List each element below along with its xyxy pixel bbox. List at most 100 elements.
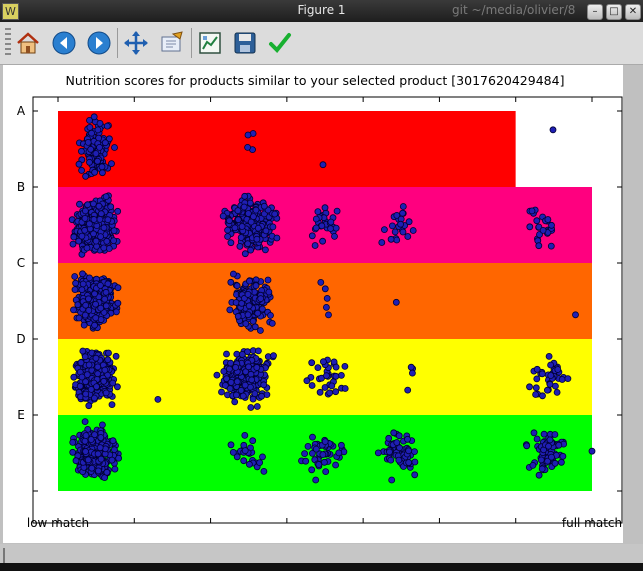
minimize-icon[interactable]: –: [587, 4, 603, 20]
data-point: [232, 391, 240, 399]
data-point: [102, 193, 110, 201]
data-point: [237, 386, 245, 394]
back-arrow-icon[interactable]: [50, 29, 78, 57]
data-point: [323, 294, 331, 302]
data-point: [393, 236, 401, 244]
data-point: [229, 270, 237, 278]
data-point: [393, 439, 401, 446]
data-point: [80, 321, 88, 329]
toolbar-grip[interactable]: [5, 28, 11, 58]
data-point: [92, 237, 100, 245]
data-point: [104, 356, 112, 364]
data-point: [105, 349, 112, 357]
y-tick-label: E: [17, 408, 25, 422]
data-point: [98, 163, 106, 171]
data-point: [246, 199, 254, 207]
data-point: [113, 308, 120, 316]
data-point: [71, 273, 79, 280]
subplots-icon[interactable]: [196, 29, 224, 57]
data-point: [547, 242, 555, 250]
data-point: [112, 352, 120, 360]
data-point: [252, 206, 260, 214]
data-point: [254, 224, 262, 232]
data-point: [97, 304, 105, 312]
data-point: [103, 237, 111, 245]
data-point: [96, 444, 104, 452]
data-point: [408, 369, 416, 377]
forward-arrow-icon[interactable]: [85, 29, 113, 57]
data-point: [533, 435, 541, 443]
data-point: [399, 209, 407, 217]
data-point: [405, 459, 413, 466]
data-point: [85, 361, 93, 369]
data-point: [333, 207, 341, 215]
data-point: [245, 363, 253, 371]
data-point: [94, 363, 102, 371]
data-point: [102, 389, 110, 397]
data-point: [374, 449, 382, 457]
data-point: [538, 370, 546, 378]
data-point: [317, 278, 325, 286]
data-point: [78, 232, 86, 240]
data-point: [258, 305, 266, 313]
zoom-icon[interactable]: [158, 29, 186, 57]
x-tick-label: low match: [27, 516, 89, 530]
data-point: [530, 429, 538, 437]
maximize-icon[interactable]: □: [606, 4, 622, 20]
data-point: [97, 434, 105, 441]
app-icon[interactable]: W: [2, 3, 19, 20]
data-point: [322, 468, 330, 476]
title-bar[interactable]: W git ~/media/olivier/8 Figure 1 – □ ✕: [0, 0, 643, 22]
data-point: [87, 436, 95, 443]
data-point: [86, 158, 93, 166]
data-point: [332, 388, 340, 396]
data-point: [308, 232, 316, 240]
data-point: [72, 279, 79, 287]
data-point: [328, 382, 336, 390]
data-point: [81, 214, 89, 222]
pan-icon[interactable]: [122, 29, 150, 57]
plot-canvas[interactable]: A B C D E low match full match Nutrition scor…: [3, 65, 623, 543]
data-point: [94, 157, 101, 165]
data-point: [304, 442, 312, 450]
close-icon[interactable]: ✕: [625, 4, 641, 20]
data-point: [545, 352, 553, 360]
data-point: [388, 222, 396, 230]
data-point: [88, 129, 95, 137]
edit-check-icon[interactable]: [266, 29, 294, 57]
data-point: [386, 448, 393, 456]
data-point: [588, 447, 596, 455]
data-point: [104, 216, 112, 224]
data-point: [245, 302, 253, 310]
data-point: [227, 378, 235, 386]
data-point: [154, 395, 162, 403]
save-icon[interactable]: [231, 29, 259, 57]
data-point: [537, 456, 545, 464]
data-point: [102, 288, 110, 296]
data-point: [75, 160, 83, 168]
data-point: [327, 225, 335, 233]
data-point: [231, 398, 239, 406]
data-point: [94, 370, 102, 378]
home-icon[interactable]: [14, 29, 42, 57]
data-point: [526, 383, 533, 391]
data-point: [242, 320, 250, 328]
data-point: [392, 298, 400, 306]
data-point: [253, 364, 261, 371]
toolbar-separator: [191, 28, 192, 58]
data-point: [251, 323, 259, 331]
data-point: [332, 224, 340, 232]
data-point: [322, 303, 330, 311]
data-point: [246, 277, 253, 285]
data-point: [227, 239, 235, 247]
data-point: [232, 363, 240, 371]
data-point: [539, 226, 547, 234]
data-point: [555, 441, 563, 449]
data-point: [260, 381, 268, 389]
data-point: [234, 216, 242, 224]
data-point: [218, 388, 225, 396]
data-point: [226, 306, 234, 314]
data-point: [114, 299, 122, 307]
data-point: [533, 365, 541, 373]
